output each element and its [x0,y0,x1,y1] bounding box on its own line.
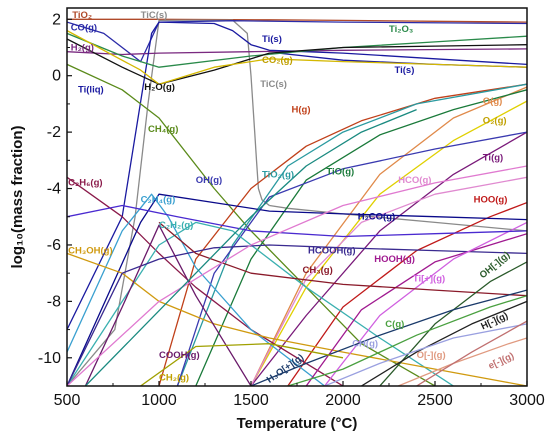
series-label-13: O(g) [483,96,503,107]
series-label-37: COOH(g) [159,350,200,361]
series-label-27: HOOH(g) [374,254,415,265]
x-tick-label-4: 2500 [417,392,453,409]
series-label-38: CH₂(g) [159,372,189,383]
series-label-1: TiC(s) [141,10,168,21]
y-tick-label-5: -8 [47,293,61,310]
series-line-13 [250,86,527,386]
series-line-6 [158,21,527,66]
series-line-16 [176,83,527,386]
series-label-28: Ti[+](g) [413,274,445,285]
y-axis-title: log₁₀(mass fraction) [9,126,26,269]
series-line-30 [379,261,527,386]
series-line-36 [250,289,527,386]
x-tick-label-0: 500 [54,392,81,409]
series-label-7: Ti(s) [395,65,415,76]
series-line-5 [67,21,160,330]
y-tick-label-1: 0 [52,68,61,85]
series-line-12 [158,83,527,386]
series-label-34: O[-](g) [417,350,446,361]
series-label-33: CH(g) [352,339,378,350]
series-label-0: TiO₂ [72,10,92,21]
series-line-10 [67,30,527,85]
y-tick-label-6: -10 [38,350,61,367]
series-line-26 [67,244,527,386]
series-line-35 [416,320,527,386]
series-line-17 [195,89,527,386]
series-label-29: CH₃(g) [303,265,333,276]
series-line-38 [140,343,344,386]
series-label-15: Ti(g) [483,152,503,163]
series-line-15 [250,131,527,386]
y-tick-label-2: -2 [47,124,61,141]
series-label-32: H[-](g) [479,310,509,332]
series-line-41 [84,108,417,386]
series-label-3: CO(g) [71,23,97,34]
y-tick-label-4: -6 [47,237,61,254]
series-label-22: C₂H₄(g) [141,195,176,206]
series-label-9: H₂O(g) [144,82,175,93]
series-line-37 [84,224,252,386]
series-line-18 [176,131,527,386]
x-tick-label-1: 1000 [141,392,177,409]
series-label-14: O₂(g) [483,116,507,127]
series-line-39 [67,204,527,238]
series-line-29 [158,221,527,297]
series-label-26: HCOOH(g) [308,245,356,256]
y-tick-label-3: -4 [47,181,61,198]
series-label-4: H₂(g) [71,42,94,53]
series-label-8: Ti₂O₃ [389,24,413,35]
tick-layer: 500 1000 1500 2000 2500 3000 2 0 -2 -4 -6 -8 -10 [38,11,545,409]
y-tick-label-0: 2 [52,11,61,28]
series-line-24 [67,193,527,386]
series-line-21 [67,176,344,386]
series-label-30: OH[-](g) [478,250,513,281]
series-line-33 [324,323,527,386]
x-tick-label-5: 3000 [509,392,545,409]
series-label-10: CO₂(g) [262,55,293,66]
series-label-24: H₂CO(g) [358,212,396,223]
series-label-23: C₂H₂(g) [159,220,193,231]
series-layer [67,18,527,386]
x-axis-title: Temperature (°C) [237,415,358,432]
series-label-17: TiO(g) [326,166,354,177]
series-label-16: TiO₂(g) [262,169,294,180]
series-label-6: Ti(s) [262,34,282,45]
series-label-35: e[-](g) [487,350,516,371]
series-label-5: Ti(liq) [78,85,104,96]
series-line-31 [287,295,527,386]
series-label-20: HOO(g) [474,195,508,206]
series-label-layer: TiO₂ TiC(s) TiC(s) CO(g) H₂(g) Ti(liq) Ti(s) Ti… [68,10,516,386]
series-line-14 [250,100,527,386]
series-line-25 [67,252,527,386]
series-label-19: HCO(g) [398,175,431,186]
series-line-0 [67,18,527,23]
series-line-9 [67,38,527,85]
series-label-25: CH₃OH(g) [68,245,113,256]
series-label-21: C₂H₆(g) [68,178,102,189]
x-tick-label-2: 1500 [233,392,269,409]
series-line-4 [67,48,527,56]
x-tick-label-3: 2000 [325,392,361,409]
series-line-32 [361,300,527,386]
series-line-19 [250,176,527,386]
series-line-34 [397,337,527,386]
series-label-31: C(g) [385,319,404,330]
series-line-22 [67,193,325,386]
series-label-11: CH₄(g) [148,124,178,135]
series-label-18: OH(g) [196,175,222,186]
series-label-2: TiC(s) [260,79,287,90]
series-line-11 [67,63,436,386]
series-line-27 [305,233,527,386]
series-line-8 [67,32,527,68]
series-line-28 [324,221,527,386]
series-line-40 [67,165,527,386]
series-label-12: H(g) [292,104,311,115]
